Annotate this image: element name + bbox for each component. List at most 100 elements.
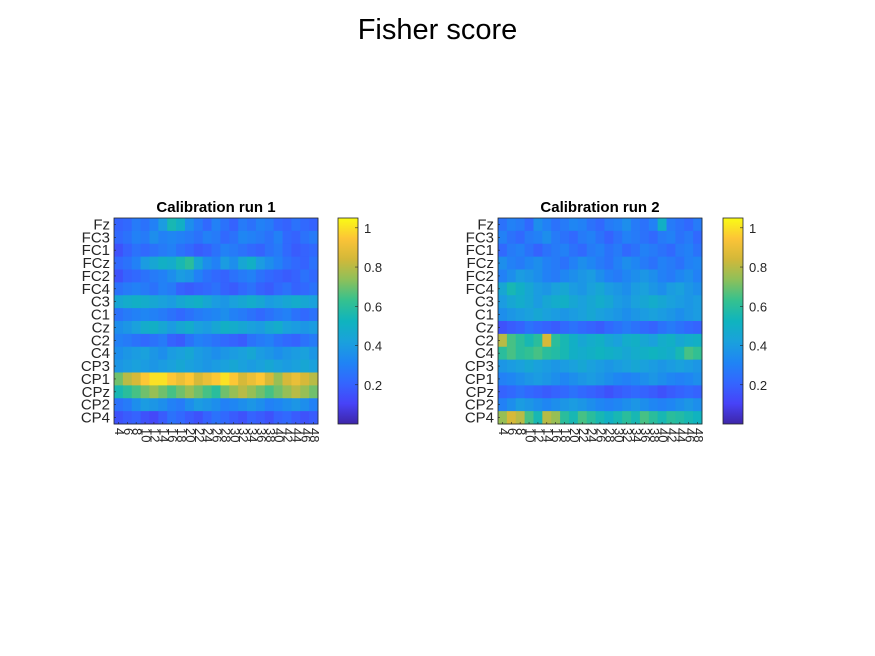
chart2-cell xyxy=(666,230,676,245)
chart1-cell xyxy=(158,243,168,258)
chart1-cell xyxy=(291,359,301,373)
chart1-cell xyxy=(211,282,221,296)
chart2-cell xyxy=(666,256,676,270)
chart1-cell xyxy=(114,269,124,283)
chart2-cell xyxy=(693,346,703,361)
chart1-cell xyxy=(220,218,230,232)
chart1-xtick-label: 16 xyxy=(165,428,180,442)
chart1-cell xyxy=(255,411,266,425)
chart1-cell xyxy=(158,346,168,361)
chart1-cell xyxy=(167,372,177,386)
chart2-cell xyxy=(648,321,659,335)
chart1-cell xyxy=(300,359,310,373)
chart2-cell xyxy=(622,385,632,399)
chart2-cell xyxy=(595,218,605,232)
chart2-cell xyxy=(533,308,543,322)
chart1-colorbar-tick-label: 0.6 xyxy=(364,299,382,314)
chart2-cell xyxy=(560,321,570,335)
chart2-cell xyxy=(515,411,526,425)
chart1-cell xyxy=(273,230,283,245)
chart1-colorbar-tick-label: 0.4 xyxy=(364,339,382,354)
chart1-cell xyxy=(238,372,248,386)
chart2-cell xyxy=(577,308,588,322)
chart1-cell xyxy=(167,359,177,373)
chart2-cell xyxy=(657,359,667,373)
chart2-xtick-label: 46 xyxy=(682,428,697,442)
chart2-cell xyxy=(631,256,641,270)
chart2-xtick-label: 6 xyxy=(505,428,520,435)
chart1-cell xyxy=(202,333,212,348)
chart2-cell xyxy=(586,295,596,309)
chart2-cell xyxy=(613,359,623,373)
chart1-cell xyxy=(149,385,159,399)
chart1-cell xyxy=(211,346,221,361)
chart2-xtick-label: 10 xyxy=(523,428,538,442)
chart1-cell xyxy=(291,282,301,296)
chart1-cell xyxy=(238,346,248,361)
chart2-colorbar-tick-label: 0.6 xyxy=(749,299,767,314)
chart1-cell xyxy=(122,346,133,361)
chart1-colorbar-tick-label: 1 xyxy=(364,221,371,236)
chart2-cell xyxy=(684,243,694,258)
chart2-cell xyxy=(657,372,667,386)
chart2-cell xyxy=(595,372,605,386)
chart1-cell xyxy=(131,372,142,386)
chart1-xtick-label: 30 xyxy=(227,428,242,442)
chart2-cell xyxy=(666,398,676,412)
chart1-cell xyxy=(211,321,221,335)
chart1-cell xyxy=(158,385,168,399)
chart2-cell xyxy=(604,269,614,283)
chart2-cell xyxy=(684,333,694,348)
chart1-cell xyxy=(229,359,239,373)
chart1-cell xyxy=(309,243,319,258)
chart2-cell xyxy=(533,359,543,373)
chart1-cell xyxy=(211,411,221,425)
chart1-cell xyxy=(149,372,159,386)
chart1-cell xyxy=(176,230,186,245)
chart2-cell xyxy=(666,385,676,399)
chart1-cell xyxy=(211,218,221,232)
chart1-cell xyxy=(122,256,133,270)
chart2-cell xyxy=(515,385,526,399)
chart1-cell xyxy=(238,398,248,412)
chart1-cell xyxy=(176,346,186,361)
chart1-ytick-label: C4 xyxy=(91,345,110,362)
chart2-cell xyxy=(533,218,543,232)
chart2-cell xyxy=(631,346,641,361)
chart1-cell xyxy=(220,372,230,386)
chart1-cell xyxy=(149,256,159,270)
chart2-xtick-label: 22 xyxy=(576,428,591,442)
chart2-cell xyxy=(560,282,570,296)
chart2-xtick-label: 20 xyxy=(567,428,582,442)
chart1-cell xyxy=(238,295,248,309)
chart2-cell xyxy=(506,333,517,348)
chart2-cell xyxy=(524,398,534,412)
chart2-cell xyxy=(622,372,632,386)
chart2-cell xyxy=(604,372,614,386)
chart2-cell xyxy=(684,218,694,232)
chart1-cell xyxy=(220,411,230,425)
chart1-cell xyxy=(229,269,239,283)
chart1-cell xyxy=(255,282,266,296)
chart1-cell xyxy=(264,256,275,270)
chart1-cell xyxy=(300,282,310,296)
chart1-cell xyxy=(114,411,124,425)
chart2-cell xyxy=(684,398,694,412)
chart1-cell xyxy=(114,346,124,361)
chart2-cell xyxy=(657,256,667,270)
chart2-cell xyxy=(657,398,667,412)
chart1-xtick-label: 6 xyxy=(121,428,136,435)
chart1-cell xyxy=(167,243,177,258)
chart2-cell xyxy=(666,333,676,348)
chart2-cell xyxy=(498,269,508,283)
chart2-cell xyxy=(568,243,579,258)
chart1-cell xyxy=(291,372,301,386)
chart1-cell xyxy=(140,218,150,232)
chart2-cell xyxy=(631,295,641,309)
chart2-cell xyxy=(542,282,552,296)
chart2-cell xyxy=(666,218,676,232)
chart2-cell xyxy=(586,372,596,386)
chart2-xtick-label: 14 xyxy=(540,428,555,442)
chart1-cell xyxy=(273,411,283,425)
chart2-cell xyxy=(515,230,526,245)
